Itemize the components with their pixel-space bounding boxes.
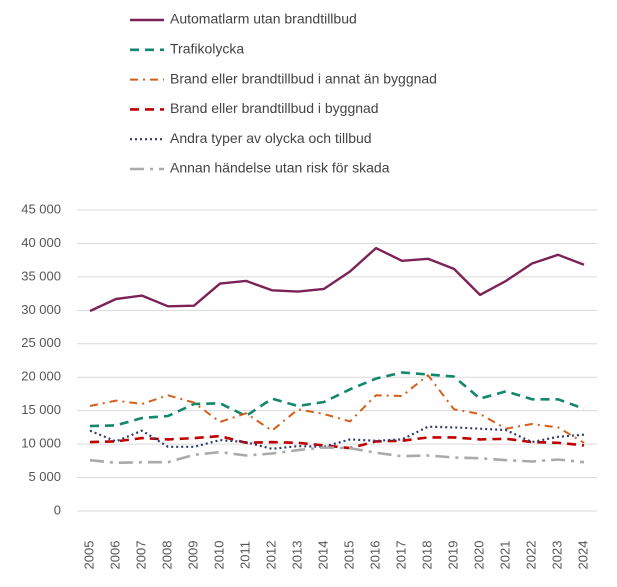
x-tick-label: 2006 [107, 541, 122, 570]
x-tick-label: 2019 [445, 541, 460, 570]
x-tick-label: 2018 [419, 541, 434, 570]
y-tick-label: 30 000 [21, 302, 61, 317]
series-line [89, 425, 585, 450]
y-tick-label: 45 000 [21, 201, 61, 216]
series-line [89, 246, 585, 313]
y-tick-label: 0 [54, 502, 61, 517]
y-tick-label: 5 000 [28, 469, 61, 484]
y-tick-label: 10 000 [21, 436, 61, 451]
x-tick-label: 2010 [211, 541, 226, 570]
x-tick-label: 2023 [549, 541, 564, 570]
legend-label: Trafikolycka [170, 41, 244, 57]
legend-label: Andra typer av olycka och tillbud [170, 130, 372, 146]
y-tick-label: 20 000 [21, 369, 61, 384]
legend-label: Brand eller brandtillbud i byggnad [170, 100, 379, 116]
x-tick-label: 2020 [471, 541, 486, 570]
x-tick-label: 2005 [81, 541, 96, 570]
x-tick-label: 2024 [575, 541, 590, 570]
x-tick-label: 2012 [263, 541, 278, 570]
x-tick-label: 2013 [289, 541, 304, 570]
x-tick-label: 2017 [393, 541, 408, 570]
series-line [89, 371, 585, 428]
series-line [89, 434, 585, 450]
y-tick-label: 40 000 [21, 235, 61, 250]
series-line [89, 374, 585, 444]
series-line [89, 446, 585, 465]
x-tick-label: 2016 [367, 541, 382, 570]
x-tick-label: 2007 [133, 541, 148, 570]
x-tick-label: 2022 [523, 541, 538, 570]
legend-label: Automatlarm utan brandtillbud [170, 11, 357, 27]
x-tick-label: 2015 [341, 541, 356, 570]
y-tick-label: 35 000 [21, 268, 61, 283]
y-tick-label: 25 000 [21, 335, 61, 350]
legend-label: Brand eller brandtillbud i annat än bygg… [170, 70, 437, 86]
y-tick-label: 15 000 [21, 402, 61, 417]
x-tick-label: 2009 [185, 541, 200, 570]
x-tick-label: 2021 [497, 541, 512, 570]
x-tick-label: 2014 [315, 541, 330, 570]
legend-label: Annan händelse utan risk för skada [170, 160, 390, 176]
x-tick-label: 2011 [237, 541, 252, 569]
x-tick-label: 2008 [159, 541, 174, 570]
